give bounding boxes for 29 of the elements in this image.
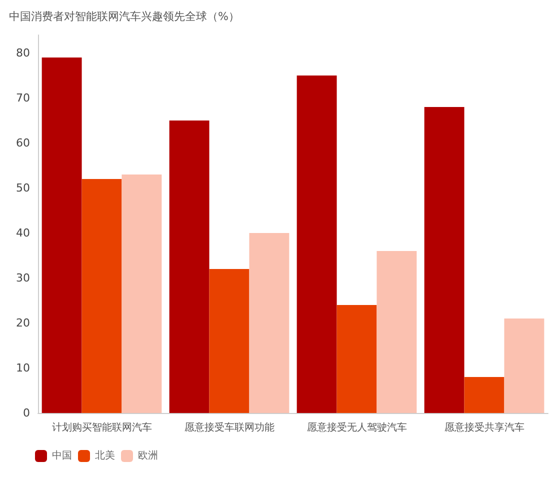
bar [82,179,122,413]
bar [336,305,377,413]
legend-label: 北美 [95,450,115,462]
y-tick-label: 50 [16,182,30,194]
y-tick-label: 20 [16,316,30,330]
bar [209,269,250,413]
legend-label: 欧洲 [138,450,158,462]
bar [249,233,290,413]
x-tick-label: 愿意接受共享汽车 [444,422,524,434]
bar [464,377,504,413]
legend-label: 中国 [52,450,72,462]
bar [42,58,82,413]
y-tick-label: 30 [16,272,30,284]
y-tick-label: 40 [16,226,30,240]
bar [424,107,464,413]
bar [296,76,337,413]
chart-title: 中国消费者对智能联网汽车兴趣领先全球（%） [9,10,240,23]
bar [169,120,210,413]
y-tick-label: 60 [16,136,30,150]
bar [504,318,544,413]
x-tick-label: 计划购买智能联网汽车 [52,422,152,434]
bar [122,174,162,413]
y-tick-label: 0 [23,406,30,420]
bar [376,251,417,413]
x-tick-label: 愿意接受无人驾驶汽车 [306,422,407,434]
y-tick-label: 70 [16,92,30,104]
y-tick-label: 80 [16,46,30,60]
y-tick-label: 10 [16,362,30,374]
x-tick-label: 愿意接受车联网功能 [184,422,274,434]
